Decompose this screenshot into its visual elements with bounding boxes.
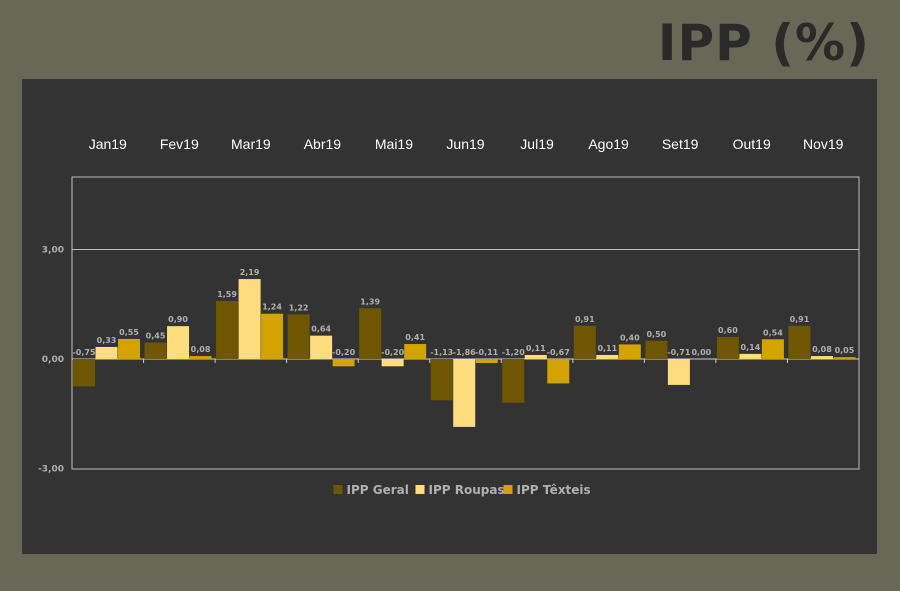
- data-label: -0,11: [475, 348, 498, 357]
- data-label: 0,00: [691, 348, 711, 357]
- legend-swatch: [415, 485, 425, 494]
- data-label: -0,20: [381, 348, 404, 357]
- data-label: 1,39: [360, 297, 380, 306]
- data-label: 0,91: [575, 315, 595, 324]
- data-label: 0,33: [97, 336, 117, 345]
- bar: [261, 313, 284, 359]
- data-label: 0,50: [646, 330, 666, 339]
- data-label: 0,08: [191, 345, 211, 354]
- bar: [430, 359, 453, 401]
- plot-area-frame: [71, 176, 860, 470]
- category-label: Ago19: [588, 136, 629, 152]
- bar: [73, 359, 95, 387]
- bar: [502, 359, 525, 403]
- bar: [761, 339, 784, 359]
- bar: [404, 344, 427, 359]
- category-label: Mar19: [231, 136, 271, 152]
- bar: [310, 335, 333, 359]
- bar: [167, 326, 190, 359]
- data-label: -1,86: [453, 348, 476, 357]
- bar: [216, 300, 239, 359]
- data-label: 1,59: [217, 290, 237, 299]
- category-label: Set19: [662, 136, 699, 152]
- bar: [332, 359, 355, 367]
- category-label: Out19: [733, 136, 771, 152]
- data-label: -1,13: [430, 348, 453, 357]
- bar: [144, 342, 167, 359]
- bar: [739, 353, 762, 359]
- legend-swatch: [503, 485, 513, 494]
- data-label: -0,67: [547, 348, 570, 357]
- data-label: 1,22: [289, 303, 309, 312]
- bar: [596, 354, 619, 359]
- legend-label: IPP Têxteis: [517, 483, 591, 497]
- bar: [716, 337, 739, 359]
- bar: [287, 314, 310, 359]
- bar: [810, 356, 833, 359]
- y-tick-label: 0,00: [42, 355, 64, 365]
- category-label: Jan19: [89, 136, 127, 152]
- data-label: 0,64: [311, 325, 331, 334]
- data-label: 0,11: [597, 344, 617, 353]
- legend-label: IPP Geral: [347, 483, 409, 497]
- data-label: -0,75: [72, 348, 95, 357]
- data-label: 0,54: [763, 328, 783, 337]
- bar-chart: -3,00 0,00 3,00 Jan19 Fev19 Mar19 Abr19 Mai19 Ju…: [38, 136, 860, 497]
- bar: [381, 359, 404, 367]
- data-label: 0,14: [741, 343, 761, 352]
- chart-panel: -3,00 0,00 3,00 Jan19 Fev19 Mar19 Abr19 Mai19 Ju…: [22, 79, 877, 554]
- bar: [189, 356, 212, 359]
- data-label: -1,20: [502, 348, 525, 357]
- page-title: IPP (%): [657, 14, 870, 72]
- bar: [788, 325, 811, 359]
- data-label: -0,20: [332, 348, 355, 357]
- data-label: 0,41: [405, 333, 425, 342]
- data-label: 0,40: [620, 333, 640, 342]
- category-label: Mai19: [375, 136, 413, 152]
- bar: [453, 359, 476, 427]
- y-tick-label: -3,00: [38, 465, 64, 475]
- bar: [524, 354, 547, 359]
- category-label: Abr19: [304, 136, 342, 152]
- data-label: 0,45: [146, 332, 166, 341]
- bar: [95, 346, 118, 359]
- data-label: 0,90: [168, 315, 188, 324]
- category-label: Jul19: [520, 136, 554, 152]
- bar: [618, 344, 641, 359]
- bar: [645, 340, 668, 359]
- data-label: 1,24: [262, 303, 282, 312]
- bar: [118, 338, 140, 359]
- category-label: Nov19: [803, 136, 844, 152]
- legend-swatch: [333, 485, 343, 494]
- data-label: 0,08: [812, 345, 832, 354]
- category-label: Jun19: [446, 136, 484, 152]
- bar: [833, 357, 856, 359]
- data-label: 0,05: [835, 346, 855, 355]
- category-label: Fev19: [160, 136, 199, 152]
- data-label: 0,91: [790, 315, 810, 324]
- bar: [359, 308, 382, 359]
- bar: [238, 279, 261, 359]
- bar: [667, 359, 690, 385]
- data-label: 2,19: [240, 268, 260, 277]
- bar: [547, 359, 570, 384]
- data-label: -0,71: [667, 348, 690, 357]
- legend-label: IPP Roupas: [429, 483, 505, 497]
- data-label: 0,55: [119, 328, 139, 337]
- y-tick-label: 3,00: [42, 246, 64, 256]
- data-label: 0,60: [718, 326, 738, 335]
- bar: [475, 359, 498, 364]
- data-label: 0,11: [526, 344, 546, 353]
- bar: [573, 325, 596, 359]
